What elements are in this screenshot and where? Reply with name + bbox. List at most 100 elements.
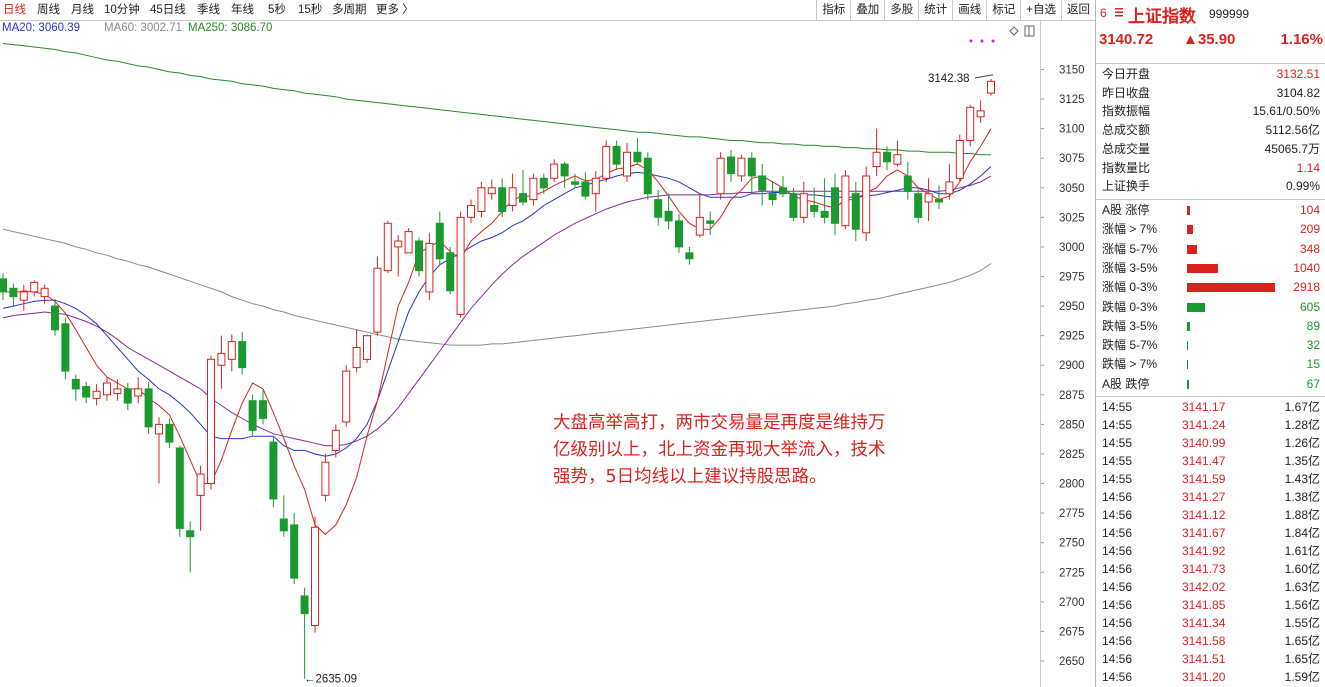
candle [82, 381, 91, 404]
period-10min[interactable]: 10分钟 [104, 4, 140, 16]
candle [664, 193, 673, 230]
tick-amount: 1.38亿 [1284, 490, 1320, 504]
price-line: 3140.72 ▲35.90 1.16% [1099, 31, 1323, 53]
tick-price: 3141.12 [1182, 508, 1226, 522]
candle [19, 284, 28, 311]
tick-time: 14:56 [1102, 598, 1133, 612]
tick-amount: 1.60亿 [1284, 562, 1320, 576]
period-toolbar: 日线 周线 月线 10分钟 45日线 季线 年线 5秒 15秒 多周期 更多 〉… [0, 0, 1095, 21]
stat-value: 45065.7万 [1264, 141, 1320, 156]
candle [529, 173, 538, 206]
candle [51, 298, 59, 336]
period-5sec[interactable]: 5秒 [268, 4, 286, 16]
period-weekly[interactable]: 周线 [37, 4, 60, 16]
y-tick-label: 2775 [1059, 508, 1085, 520]
quote-title: 6 上证指数 999999 [1096, 0, 1325, 28]
more-dots-icon[interactable] [969, 39, 995, 43]
candle [768, 181, 777, 206]
stat-value: 0.99% [1285, 179, 1320, 194]
tool-add-watchlist-button[interactable]: +自选 [1020, 0, 1061, 20]
breadth-value: 15 [1306, 357, 1320, 372]
candle [269, 436, 278, 508]
y-tick-label: 3125 [1059, 94, 1085, 106]
ma250-legend: MA250: 3086.70 [188, 22, 273, 34]
grid-menu-icon[interactable] [1114, 6, 1124, 18]
candle [290, 513, 299, 585]
stock-code: 999999 [1209, 7, 1250, 21]
breadth-row: 跌幅 5-7% 32 [1102, 336, 1320, 354]
tool-overlay-button[interactable]: 叠加 [850, 0, 884, 20]
tick-price: 3141.47 [1182, 454, 1226, 468]
candle [789, 187, 798, 221]
y-tick-label: 3100 [1059, 124, 1085, 136]
period-multi[interactable]: 多周期 [332, 4, 367, 16]
tick-time: 14:55 [1102, 418, 1133, 432]
candle [820, 178, 829, 224]
tool-back-button[interactable]: 返回 [1061, 0, 1095, 20]
tick-time: 14:56 [1102, 526, 1133, 540]
tool-stats-button[interactable]: 统计 [918, 0, 952, 20]
stat-row: 总成交量 45065.7万 [1102, 140, 1320, 158]
tick-amount: 1.55亿 [1284, 616, 1320, 630]
candle [903, 161, 912, 200]
y-tick-label: 2700 [1059, 597, 1085, 609]
breadth-bar [1187, 206, 1191, 215]
breadth-value: 2918 [1293, 280, 1320, 295]
stat-row: 指数振幅 15.61/0.50% [1102, 102, 1320, 120]
tool-indicator-button[interactable]: 指标 [816, 0, 850, 20]
ma20-line [2, 175, 992, 447]
candle [539, 173, 548, 194]
ma20-legend: MA20: 3060.39 [2, 22, 81, 34]
y-axis-divider [1040, 21, 1041, 687]
tick-amount: 1.67亿 [1284, 400, 1320, 414]
candle [560, 161, 569, 188]
candlestick-chart[interactable]: 3150 3125 3100 3075 3050 3025 3000 2975 2950 2925… [0, 0, 1095, 687]
tick-amount: 1.35亿 [1284, 454, 1320, 468]
ma10-line [2, 166, 992, 457]
candle [810, 187, 819, 218]
candle [737, 154, 746, 182]
breadth-row: 涨幅 > 7% 209 [1102, 220, 1320, 238]
tool-draw-button[interactable]: 画线 [952, 0, 986, 20]
ma60-line [2, 228, 992, 346]
breadth-label: 涨幅 5-7% [1102, 241, 1158, 256]
candle [862, 166, 871, 242]
y-tick-label: 2750 [1059, 538, 1085, 550]
candle [633, 138, 642, 165]
stat-value: 3132.51 [1276, 67, 1320, 81]
tool-multistock-button[interactable]: 多股 [884, 0, 918, 20]
y-tick-label: 3000 [1059, 242, 1085, 254]
candle [976, 100, 985, 123]
candle [331, 424, 340, 458]
tool-mark-button[interactable]: 标记 [986, 0, 1020, 20]
high-pointer [974, 74, 994, 79]
period-monthly[interactable]: 月线 [71, 4, 94, 16]
period-yearly[interactable]: 年线 [231, 4, 254, 16]
tick-amount: 1.84亿 [1284, 526, 1320, 540]
breadth-bar [1187, 341, 1188, 351]
breadth-label: 跌幅 5-7% [1102, 338, 1158, 353]
y-tick-label: 3025 [1059, 212, 1085, 224]
candle [747, 152, 756, 194]
candle [30, 280, 39, 297]
candle [165, 418, 174, 449]
price-change: ▲35.90 [1183, 31, 1236, 48]
tick-row: 14:56 3141.67 1.84亿 [1102, 524, 1320, 542]
period-daily[interactable]: 日线 [3, 4, 26, 16]
y-tick-label: 2925 [1059, 331, 1085, 343]
candle [113, 379, 122, 401]
period-15sec[interactable]: 15秒 [298, 4, 323, 16]
candle [883, 146, 891, 171]
ma250-line [2, 43, 991, 156]
tick-time: 14:55 [1102, 454, 1133, 468]
candle [727, 149, 735, 182]
last-price: 3140.72 [1099, 31, 1154, 48]
period-45day[interactable]: 45日线 [150, 4, 186, 16]
tick-row: 14:56 3141.58 1.65亿 [1102, 632, 1320, 650]
diamond-icon[interactable] [1009, 26, 1019, 36]
period-more[interactable]: 更多 〉 [376, 4, 414, 16]
stat-value: 5112.56亿 [1265, 123, 1321, 138]
y-tick-label: 2650 [1059, 656, 1085, 668]
candle [71, 374, 80, 401]
period-quarterly[interactable]: 季线 [197, 4, 220, 16]
